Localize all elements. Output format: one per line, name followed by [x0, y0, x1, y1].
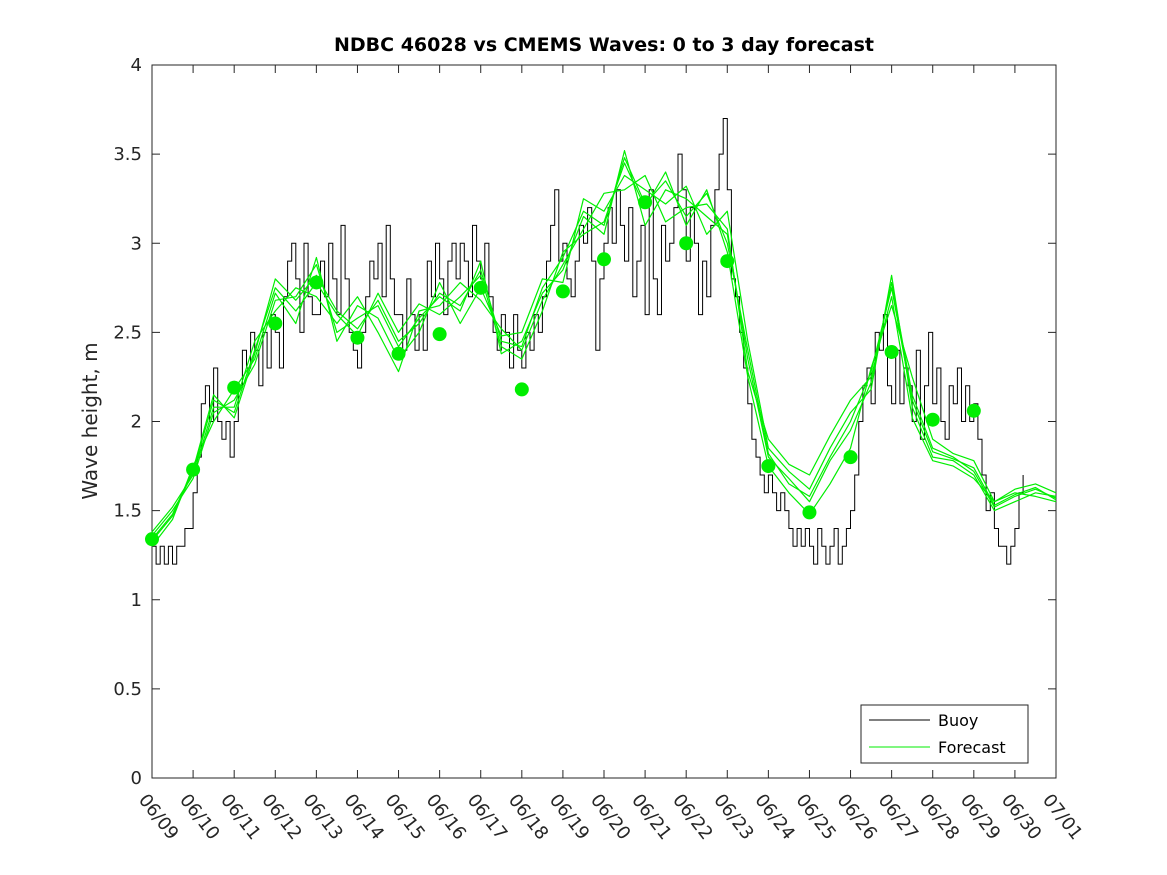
y-tick-label: 2.5: [113, 322, 142, 343]
x-tick-label: 06/23: [709, 790, 757, 844]
buoy-line: [152, 118, 1024, 565]
y-tick-label: 4: [131, 55, 142, 76]
forecast-line: [151, 157, 1057, 540]
y-axis-label: Wave height, m: [78, 342, 102, 499]
legend: Buoy Forecast: [860, 704, 1029, 764]
x-tick-label: 06/21: [627, 790, 675, 844]
chart-title: NDBC 46028 vs CMEMS Waves: 0 to 3 day fo…: [334, 34, 874, 56]
x-tick-label: 06/10: [175, 790, 223, 844]
forecast-marker: [761, 459, 776, 474]
x-tick-label: 06/15: [381, 790, 429, 844]
y-tick-label: 2: [131, 412, 142, 433]
forecast-line: [151, 174, 1057, 533]
x-tick-label: 06/29: [956, 790, 1004, 844]
x-tick-label: 06/19: [545, 790, 593, 844]
y-tick-label: 3: [131, 233, 142, 254]
y-tick-label: 0: [131, 768, 142, 789]
x-tick-label: 06/11: [216, 790, 264, 844]
forecast-marker: [145, 532, 159, 547]
forecast-marker: [679, 236, 694, 251]
x-tick-label: 06/13: [298, 790, 346, 844]
x-tick-label: 06/30: [997, 790, 1045, 844]
x-tick-label: 06/14: [340, 790, 388, 844]
forecast-marker: [925, 412, 940, 427]
forecast-marker: [514, 382, 529, 397]
x-tick-label: 06/28: [915, 790, 963, 844]
x-tick-label: 06/18: [504, 790, 552, 844]
forecast-marker: [555, 284, 570, 299]
forecast-marker: [227, 380, 242, 395]
legend-forecast-label: Forecast: [938, 738, 1006, 757]
forecast-marker: [843, 450, 858, 465]
forecast-marker: [432, 327, 447, 342]
x-tick-label: 06/26: [833, 790, 881, 844]
x-tick-label: 06/09: [134, 790, 182, 844]
legend-box: [860, 704, 1029, 764]
x-tick-label: 06/16: [422, 790, 470, 844]
x-tick-label: 06/17: [463, 790, 511, 844]
forecast-marker: [966, 403, 981, 418]
x-tick-label: 07/01: [1038, 790, 1086, 844]
forecast-marker: [473, 280, 488, 295]
forecast-line: [151, 150, 1057, 536]
x-tick-label: 06/12: [257, 790, 305, 844]
forecast-marker: [309, 275, 324, 290]
forecast-marker: [391, 346, 406, 361]
forecast-marker: [597, 252, 611, 267]
forecast-marker: [802, 505, 817, 520]
x-tick-label: 06/24: [750, 790, 798, 844]
x-tick-label: 06/22: [668, 790, 716, 844]
legend-buoy-label: Buoy: [938, 711, 978, 730]
x-tick-label: 06/20: [586, 790, 634, 844]
forecast-marker: [186, 462, 201, 477]
y-tick-label: 3.5: [113, 144, 142, 165]
x-tick-label: 06/27: [874, 790, 922, 844]
forecast-marker: [350, 330, 365, 345]
forecast-marker: [268, 316, 283, 331]
x-tick-label: 06/25: [792, 790, 840, 844]
plot-area: [145, 64, 1057, 779]
forecast-marker: [884, 344, 899, 359]
series-layer: [145, 118, 1057, 565]
y-tick-label: 0.5: [113, 679, 142, 700]
y-tick-label: 1.5: [113, 501, 142, 522]
forecast-marker: [638, 195, 653, 210]
y-tick-label: 1: [131, 590, 142, 611]
forecast-marker: [720, 254, 735, 269]
